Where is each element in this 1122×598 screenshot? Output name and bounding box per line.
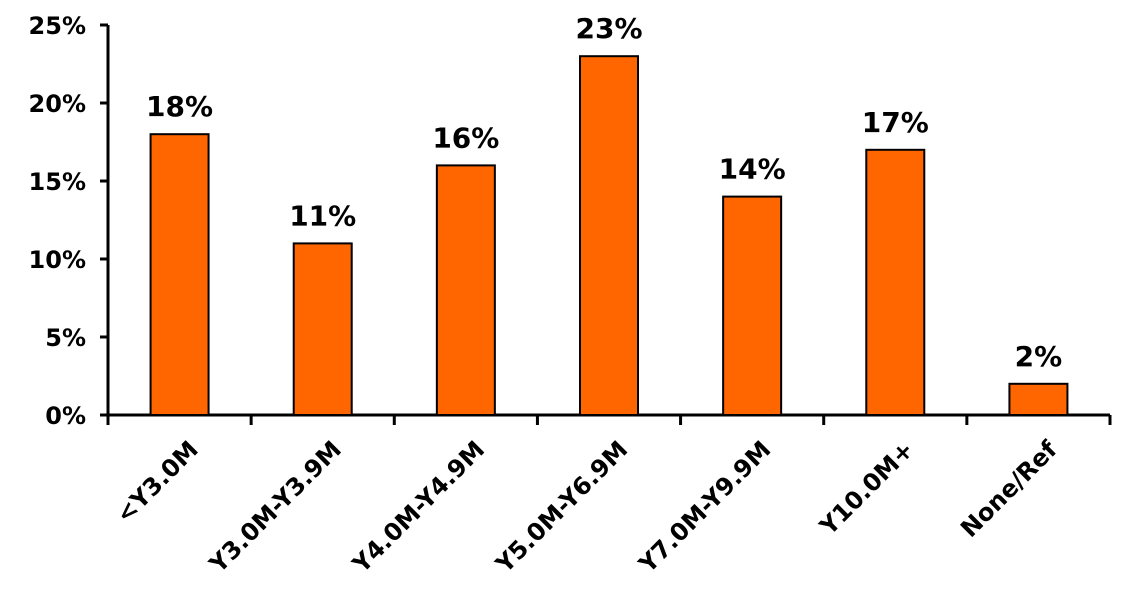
data-label: 11% [289,199,356,232]
data-label: 14% [719,153,786,186]
bar [1008,382,1069,416]
category-label: <Y3.0M [111,435,204,528]
data-label: 17% [862,106,929,139]
bar [579,55,639,416]
y-tick-label: 25% [29,12,86,40]
y-tick-label: 20% [29,90,86,118]
category-label: None/Ref [955,435,1063,543]
bar [865,148,926,417]
data-label: 18% [146,90,213,123]
data-label: 16% [432,121,499,154]
y-axis: 0% 5% 10% 15% 20% 25% [29,12,110,430]
y-tick-label: 5% [45,324,86,352]
bar [149,133,210,416]
x-axis [106,413,1112,425]
category-label: Y7.0M-Y9.9M [633,435,777,579]
bar [722,195,783,416]
y-tick-label: 0% [45,402,86,430]
bar [435,164,496,416]
category-labels: <Y3.0M Y3.0M-Y3.9M Y4.0M-Y4.9M Y5.0M-Y6.9M Y… [111,435,1064,579]
data-labels: 18% 11% 16% 23% 14% 17% 2% [146,12,1062,373]
category-label: Y3.0M-Y3.9M [203,435,347,579]
category-label: Y4.0M-Y4.9M [347,435,491,579]
bars [149,55,1069,417]
y-tick-label: 15% [29,168,86,196]
y-tick-label: 10% [29,246,86,274]
bar [292,242,353,416]
data-label: 2% [1015,340,1063,373]
category-label: Y5.0M-Y6.9M [490,435,634,579]
category-label: Y10.0M+ [814,435,920,541]
data-label: 23% [575,12,642,45]
